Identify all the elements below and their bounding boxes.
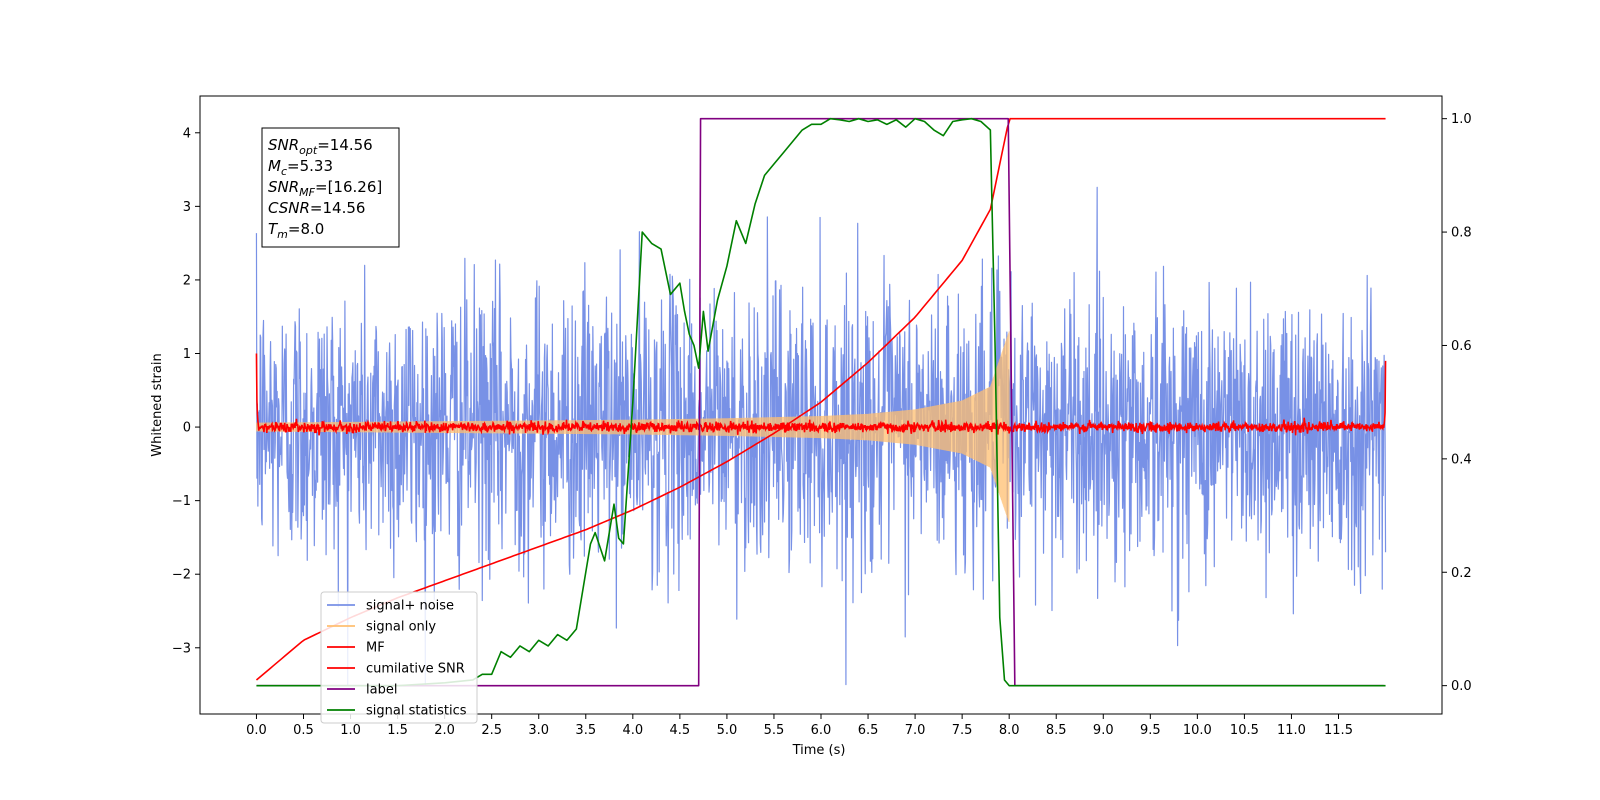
legend-label: signal+ noise: [366, 599, 454, 614]
x-tick-label: 9.0: [1093, 723, 1114, 738]
x-tick-label: 8.0: [999, 723, 1020, 738]
y-left-tick-label: −2: [172, 568, 191, 583]
y-left-tick-label: 0: [183, 421, 191, 436]
annotation-line: Tm=8.0: [268, 220, 324, 241]
x-tick-label: 1.0: [340, 723, 361, 738]
legend-label: MF: [366, 641, 385, 656]
legend-label: cumilative SNR: [366, 662, 465, 677]
x-tick-label: 9.5: [1140, 723, 1161, 738]
x-tick-label: 3.5: [575, 723, 596, 738]
legend: signal+ noise signal only MF cumilative SNR…: [320, 591, 478, 724]
x-tick-label: 2.5: [481, 723, 502, 738]
annotation-symbol: M: [268, 157, 281, 175]
annotation-value: =8.0: [288, 220, 324, 238]
x-tick-label: 11.0: [1277, 723, 1306, 738]
x-tick-label: 4.5: [670, 723, 691, 738]
x-tick-label: 3.0: [528, 723, 549, 738]
y-left-axis-ticks: −3 −2 −1 0 1 2 3 4: [172, 126, 200, 656]
annotation-subscript: c: [281, 165, 287, 178]
annotation-value: =14.56: [317, 136, 373, 154]
y-left-tick-label: −3: [172, 641, 191, 656]
annotation-symbol: SNR: [268, 178, 299, 196]
y-right-tick-label: 0.2: [1451, 566, 1472, 581]
series-line: [255, 117, 1386, 681]
y-left-tick-label: −1: [172, 494, 191, 509]
x-tick-label: 7.5: [952, 723, 973, 738]
x-tick-label: 10.5: [1230, 723, 1259, 738]
y-right-tick-label: 1.0: [1451, 112, 1472, 127]
y-right-tick-label: 0.8: [1451, 226, 1472, 241]
x-axis-label: Time (s): [792, 743, 846, 758]
x-tick-label: 1.5: [387, 723, 408, 738]
y-right-tick-label: 0.6: [1451, 339, 1472, 354]
x-tick-label: 6.0: [811, 723, 832, 738]
annotation-symbol: SNR: [268, 136, 299, 154]
plot-area: [255, 117, 1387, 687]
x-axis-ticks: 0.0 0.5 1.0 1.5 2.0 2.5 3.0 3.5 4.0 4.5 5.0 5.5 6.0 6…: [246, 714, 1353, 738]
annotation-symbol: CSNR: [268, 199, 310, 217]
x-tick-label: 4.0: [622, 723, 643, 738]
annotation-line: SNRopt=14.56: [268, 136, 373, 157]
x-tick-label: 10.0: [1183, 723, 1212, 738]
annotation-value: =5.33: [287, 157, 333, 175]
x-tick-label: 0.5: [293, 723, 314, 738]
annotation-subscript: opt: [299, 144, 318, 157]
y-left-tick-label: 2: [183, 273, 191, 288]
legend-label: label: [366, 683, 397, 698]
annotation-line: Mc=5.33: [268, 157, 333, 178]
y-right-axis-ticks: 0.0 0.2 0.4 0.6 0.8 1.0: [1442, 112, 1472, 694]
series-line: [255, 353, 1387, 436]
x-tick-label: 8.5: [1046, 723, 1067, 738]
series-line: [256, 117, 1386, 687]
x-tick-label: 7.0: [905, 723, 926, 738]
y-left-tick-label: 1: [183, 347, 191, 362]
y-right-tick-label: 0.0: [1451, 679, 1472, 694]
legend-label: signal only: [366, 620, 436, 635]
x-tick-label: 5.0: [717, 723, 738, 738]
x-tick-label: 6.5: [858, 723, 879, 738]
y-left-tick-label: 4: [183, 126, 191, 141]
annotation-box-frame: [261, 127, 400, 248]
legend-frame: [320, 591, 478, 724]
stats-annotation-box: SNRopt=14.56Mc=5.33SNRMF=[16.26]CSNR=14.…: [261, 127, 400, 248]
annotation-subscript: m: [277, 228, 288, 241]
y-axis-label: Whitened strain: [150, 353, 165, 456]
annotation-line: SNRMF=[16.26]: [268, 178, 382, 199]
legend-label: signal statistics: [366, 704, 467, 719]
annotation-line: CSNR=14.56: [268, 199, 365, 217]
annotation-symbol: T: [268, 220, 279, 238]
x-tick-label: 5.5: [764, 723, 785, 738]
series-line: [255, 186, 1387, 686]
x-tick-label: 2.0: [434, 723, 455, 738]
y-left-tick-label: 3: [183, 200, 191, 215]
annotation-value: =[16.26]: [315, 178, 382, 196]
annotation-value: =14.56: [310, 199, 366, 217]
annotation-subscript: MF: [299, 186, 315, 199]
y-right-tick-label: 0.4: [1451, 452, 1472, 467]
x-tick-label: 11.5: [1324, 723, 1353, 738]
x-tick-label: 0.0: [246, 723, 267, 738]
